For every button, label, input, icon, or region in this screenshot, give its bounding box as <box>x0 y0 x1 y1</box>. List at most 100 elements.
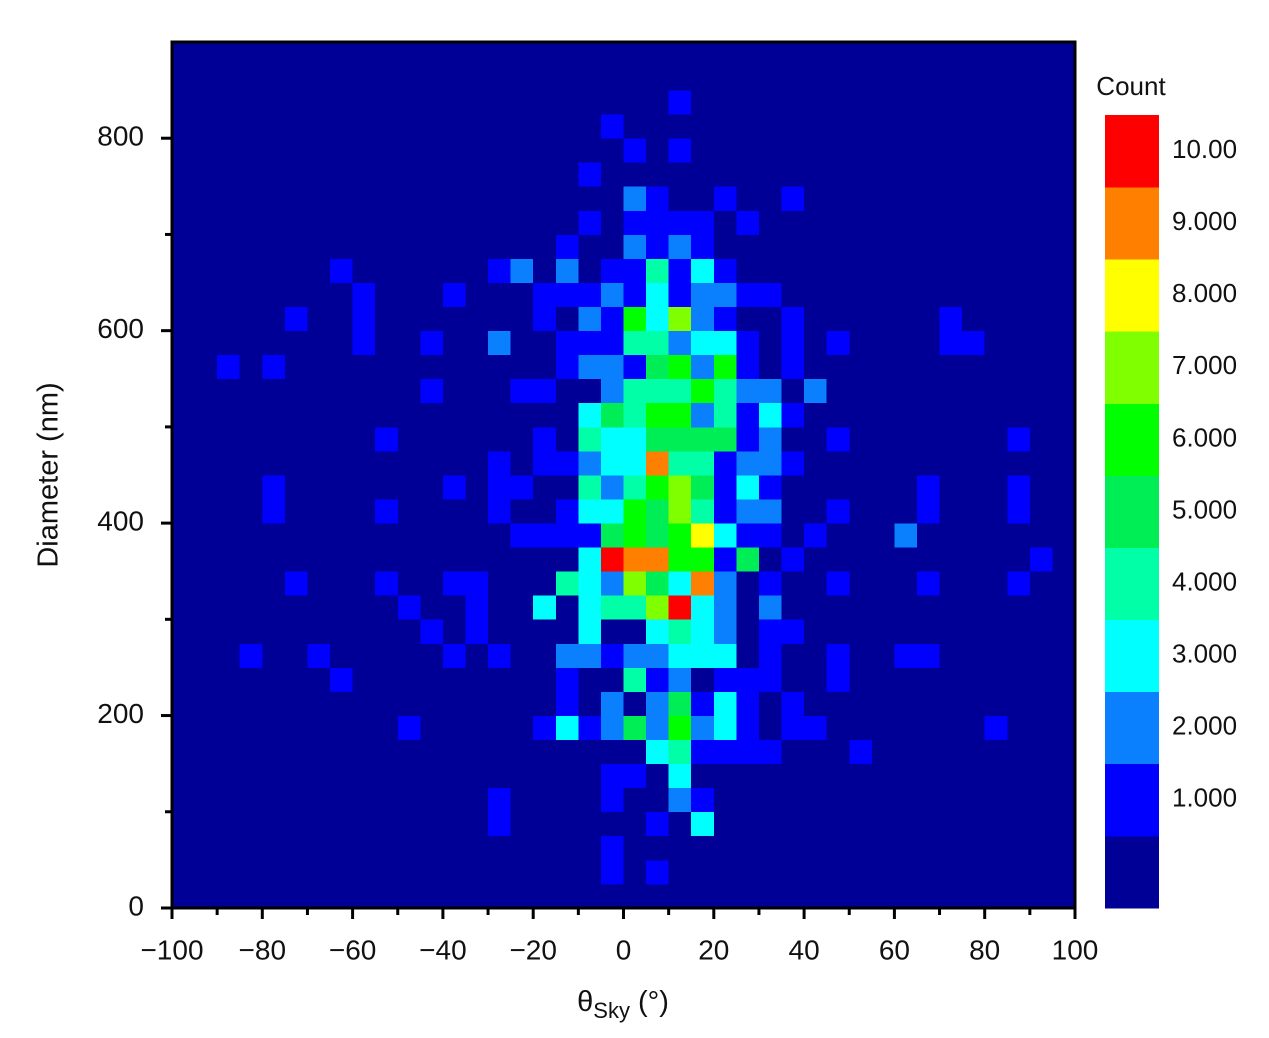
heatmap-cell <box>1052 619 1076 644</box>
heatmap-cell <box>1007 282 1031 308</box>
heatmap-cell <box>555 234 579 259</box>
heatmap-cell <box>172 499 195 524</box>
heatmap-cell <box>600 42 624 67</box>
heatmap-cell <box>510 811 534 837</box>
heatmap-cell <box>939 450 963 476</box>
heatmap-cell <box>691 883 715 909</box>
heatmap-cell <box>736 210 760 235</box>
heatmap-cell <box>736 66 760 91</box>
heatmap-cell <box>488 114 512 139</box>
heatmap-cell <box>826 234 850 259</box>
heatmap-cell <box>804 859 828 885</box>
heatmap-cell <box>984 258 1008 283</box>
heatmap-cell <box>781 210 805 235</box>
heatmap-cell <box>894 66 918 91</box>
heatmap-cell <box>284 547 308 572</box>
heatmap-cell <box>375 739 399 765</box>
heatmap-cell <box>578 763 602 789</box>
heatmap-cell <box>262 499 286 524</box>
heatmap-cell <box>826 282 850 308</box>
heatmap-cell <box>510 90 534 115</box>
heatmap-cell <box>623 90 647 115</box>
heatmap-cell <box>1029 114 1053 139</box>
heatmap-cell <box>736 763 760 789</box>
heatmap-cell <box>916 883 940 909</box>
heatmap-cell <box>962 547 986 572</box>
heatmap-cell <box>1029 523 1053 548</box>
colorbar-title: Count <box>1096 71 1166 101</box>
heatmap-cell <box>533 835 557 861</box>
heatmap-cell <box>397 258 421 283</box>
heatmap-cell <box>578 90 602 115</box>
heatmap-cell <box>962 330 986 356</box>
heatmap-cell <box>488 715 512 741</box>
heatmap-cell <box>578 787 602 813</box>
heatmap-cell <box>420 547 444 572</box>
heatmap-cell <box>397 523 421 548</box>
heatmap-cell <box>871 643 895 668</box>
heatmap-cell <box>284 402 308 428</box>
heatmap-cell <box>1007 90 1031 115</box>
heatmap-cell <box>939 426 963 452</box>
heatmap-cell <box>217 739 241 765</box>
heatmap-cell <box>330 66 353 91</box>
heatmap-cell <box>1029 162 1053 187</box>
heatmap-cell <box>239 234 263 259</box>
heatmap-cell <box>330 475 353 500</box>
heatmap-cell <box>894 811 918 837</box>
heatmap-cell <box>826 378 850 404</box>
heatmap-cell <box>217 450 241 476</box>
heatmap-cell <box>623 330 647 356</box>
heatmap-cell <box>758 619 782 644</box>
heatmap-cell <box>984 499 1008 524</box>
heatmap-cell <box>713 499 737 524</box>
heatmap-cell <box>194 306 218 332</box>
heatmap-cell <box>1007 475 1031 500</box>
heatmap-cell <box>984 763 1008 789</box>
heatmap-cell <box>826 426 850 452</box>
heatmap-cell <box>713 811 737 837</box>
heatmap-cell <box>217 282 241 308</box>
heatmap-cell <box>691 258 715 283</box>
heatmap-cell <box>916 571 940 596</box>
heatmap-cell <box>623 619 647 644</box>
heatmap-cell <box>691 571 715 596</box>
heatmap-cell <box>307 475 331 500</box>
heatmap-cell <box>691 282 715 308</box>
heatmap-cell <box>871 162 895 187</box>
heatmap-cell <box>916 859 940 885</box>
heatmap-cell <box>668 475 692 500</box>
heatmap-cell <box>804 763 828 789</box>
heatmap-cell <box>510 859 534 885</box>
heatmap-cell <box>871 450 895 476</box>
heatmap-cell <box>691 859 715 885</box>
heatmap-cell <box>284 835 308 861</box>
heatmap-cell <box>217 643 241 668</box>
heatmap-cell <box>307 499 331 524</box>
heatmap-cell <box>172 258 195 283</box>
heatmap-cell <box>781 402 805 428</box>
heatmap-cell <box>397 811 421 837</box>
heatmap-cell <box>194 859 218 885</box>
heatmap-cell <box>668 138 692 163</box>
heatmap-cell <box>849 643 873 668</box>
heatmap-cell <box>239 883 263 909</box>
heatmap-cell <box>871 859 895 885</box>
heatmap-cell <box>194 811 218 837</box>
heatmap-cell <box>510 787 534 813</box>
heatmap-cell <box>217 114 241 139</box>
heatmap-cell <box>397 571 421 596</box>
heatmap-cell <box>284 450 308 476</box>
heatmap-cell <box>194 426 218 452</box>
heatmap-cell <box>668 234 692 259</box>
heatmap-cell <box>284 475 308 500</box>
heatmap-cell <box>826 354 850 380</box>
heatmap-cell <box>262 571 286 596</box>
heatmap-cell <box>1029 787 1053 813</box>
heatmap-cell <box>217 162 241 187</box>
heatmap-cell <box>375 595 399 620</box>
heatmap-cell <box>375 667 399 692</box>
heatmap-cell <box>555 162 579 187</box>
heatmap-cell <box>488 306 512 332</box>
heatmap-cell <box>894 402 918 428</box>
